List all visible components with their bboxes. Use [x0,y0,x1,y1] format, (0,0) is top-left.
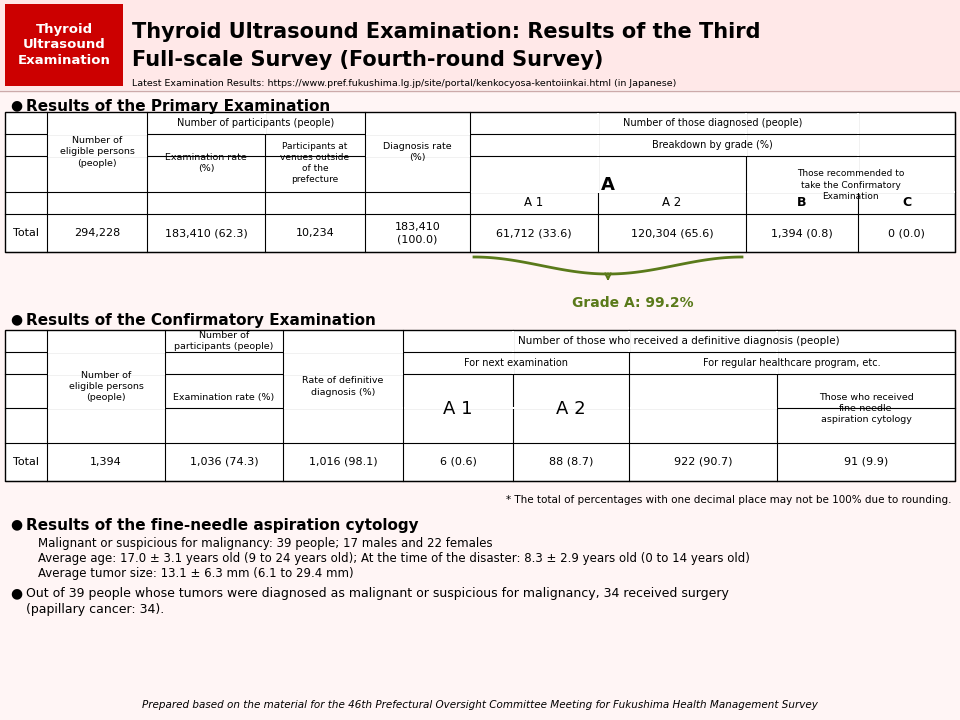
Text: Latest Examination Results: https://www.pref.fukushima.lg.jp/site/portal/kenkocy: Latest Examination Results: https://www.… [132,79,677,88]
Text: Those recommended to
take the Confirmatory
Examination: Those recommended to take the Confirmato… [797,169,904,201]
Text: Malignant or suspicious for malignancy: 39 people; 17 males and 22 females: Malignant or suspicious for malignancy: … [38,537,492,550]
Text: Those who received
fine-needle
aspiration cytology: Those who received fine-needle aspiratio… [819,393,913,424]
Text: Thyroid
Ultrasound
Examination: Thyroid Ultrasound Examination [17,22,110,68]
Text: 294,228: 294,228 [74,228,120,238]
Text: 183,410 (62.3): 183,410 (62.3) [164,228,248,238]
Text: Number of participants (people): Number of participants (people) [178,118,335,128]
Text: A 1: A 1 [524,197,543,210]
Text: ●: ● [10,98,22,112]
Text: 120,304 (65.6): 120,304 (65.6) [631,228,713,238]
Text: Full-scale Survey (Fourth-round Survey): Full-scale Survey (Fourth-round Survey) [132,50,604,70]
Bar [47,155,147,157]
Text: 0 (0.0): 0 (0.0) [888,228,924,238]
Bar [512,330,514,351]
Bar [597,156,599,192]
Text: 183,410
(100.0): 183,410 (100.0) [395,222,441,244]
Text: 61,712 (33.6): 61,712 (33.6) [496,228,572,238]
Text: Average tumor size: 13.1 ± 6.3 mm (6.1 to 29.4 mm): Average tumor size: 13.1 ± 6.3 mm (6.1 t… [38,567,353,580]
Text: Diagnosis rate
(%): Diagnosis rate (%) [383,142,452,162]
Text: Grade A: 99.2%: Grade A: 99.2% [572,296,694,310]
Bar [747,191,954,193]
Text: Results of the fine-needle aspiration cytology: Results of the fine-needle aspiration cy… [26,518,419,533]
Text: (papillary cancer: 34).: (papillary cancer: 34). [26,603,164,616]
Bar [776,353,778,374]
Bar [5,112,955,252]
Bar [630,407,777,409]
Bar [5,330,955,481]
Bar [857,135,859,156]
Text: Thyroid Ultrasound Examination: Results of the Third: Thyroid Ultrasound Examination: Results … [132,22,760,42]
Bar [366,133,469,135]
Text: Results of the Primary Examination: Results of the Primary Examination [26,99,330,114]
Text: Examination rate
(%): Examination rate (%) [165,153,247,173]
Bar [47,351,164,353]
Text: Participants at
venues outside
of the
prefecture: Participants at venues outside of the pr… [280,142,349,184]
Text: Examination rate (%): Examination rate (%) [174,393,275,402]
Text: 91 (9.9): 91 (9.9) [844,457,888,467]
Text: * The total of percentages with one decimal place may not be 100% due to roundin: * The total of percentages with one deci… [507,495,952,505]
Text: Average age: 17.0 ± 3.1 years old (9 to 24 years old); At the time of the disast: Average age: 17.0 ± 3.1 years old (9 to … [38,552,750,565]
Bar [745,135,747,156]
Text: Total: Total [13,457,39,467]
Bar [283,407,402,409]
Bar [47,133,147,135]
Text: A: A [601,176,615,194]
Text: 1,016 (98.1): 1,016 (98.1) [309,457,377,467]
Bar [283,373,402,375]
Text: For next examination: For next examination [464,358,568,368]
Bar [857,156,859,192]
Bar [5,4,123,86]
Text: Number of
eligible persons
(people): Number of eligible persons (people) [60,136,134,168]
Bar [403,407,629,409]
Text: ●: ● [10,312,22,326]
Text: Out of 39 people whose tumors were diagnosed as malignant or suspicious for mali: Out of 39 people whose tumors were diagn… [26,587,729,600]
Text: Total: Total [13,228,39,238]
Bar [597,135,599,156]
Bar [47,373,164,375]
Text: 1,394 (0.8): 1,394 (0.8) [771,228,833,238]
Bar [264,112,266,133]
Text: 10,234: 10,234 [296,228,334,238]
Bar [0,0,960,90]
Text: Results of the Confirmatory Examination: Results of the Confirmatory Examination [26,313,376,328]
Text: 922 (90.7): 922 (90.7) [674,457,732,467]
Bar [857,112,859,133]
Text: 1,394: 1,394 [90,457,122,467]
Text: ●: ● [10,517,22,531]
Text: 1,036 (74.3): 1,036 (74.3) [190,457,258,467]
Text: ●: ● [10,586,22,600]
Text: Number of
eligible persons
(people): Number of eligible persons (people) [68,371,143,402]
Text: Number of
participants (people): Number of participants (people) [175,331,274,351]
Text: A 2: A 2 [556,400,586,418]
Text: C: C [902,197,911,210]
Text: Prepared based on the material for the 46th Prefectural Oversight Committee Meet: Prepared based on the material for the 4… [142,700,818,710]
Text: A 2: A 2 [662,197,682,210]
Bar [366,155,469,157]
Text: 88 (8.7): 88 (8.7) [549,457,593,467]
Text: Rate of definitive
diagnosis (%): Rate of definitive diagnosis (%) [302,377,384,397]
Text: Breakdown by grade (%): Breakdown by grade (%) [652,140,773,150]
Text: A 1: A 1 [444,400,472,418]
Text: Number of those diagnosed (people): Number of those diagnosed (people) [623,118,803,128]
Text: For regular healthcare program, etc.: For regular healthcare program, etc. [703,358,881,368]
Text: B: B [797,197,806,210]
Bar [628,330,630,351]
Bar [745,112,747,133]
Bar [597,112,599,133]
Bar [512,353,514,374]
Bar [47,407,164,409]
Text: Number of those who received a definitive diagnosis (people): Number of those who received a definitiv… [518,336,840,346]
Bar [283,351,402,353]
Bar [470,191,746,193]
Bar [776,330,778,351]
Text: 6 (0.6): 6 (0.6) [440,457,476,467]
